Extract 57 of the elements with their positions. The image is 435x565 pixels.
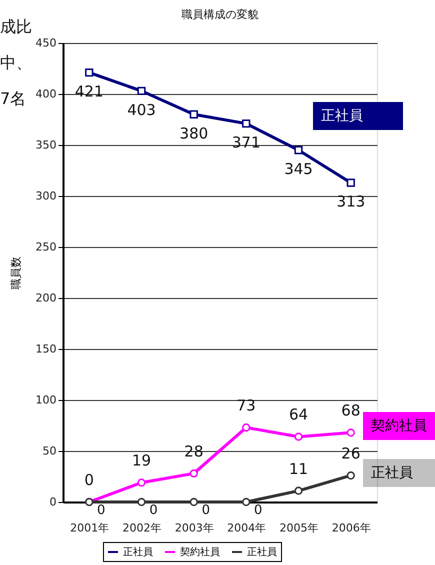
- text: 中、: [0, 53, 32, 72]
- y-tick-label: 400: [36, 88, 56, 100]
- point: [242, 119, 250, 128]
- data-label: 73: [236, 396, 256, 415]
- chart-title: 職員構成の変貌: [182, 8, 258, 21]
- data-label: 68: [341, 402, 360, 420]
- data-label: 403: [127, 100, 156, 119]
- data-label: 0: [84, 471, 94, 489]
- data-label: 0: [202, 503, 210, 518]
- legend-label: 契約社員: [180, 546, 220, 558]
- point: [137, 478, 146, 487]
- annotation: 正社員: [321, 108, 363, 124]
- point: [137, 498, 146, 506]
- point: [346, 471, 355, 480]
- point: [294, 432, 303, 441]
- x-tick-label: 2005年: [280, 522, 318, 534]
- y-tick-label: 250: [36, 240, 56, 254]
- point: [242, 498, 250, 506]
- point: [346, 428, 355, 437]
- data-label: 0: [149, 503, 158, 518]
- x-tick-label: 2004年: [227, 522, 266, 534]
- point: [190, 110, 198, 119]
- point: [294, 146, 303, 154]
- y-tick-label: 350: [36, 138, 56, 152]
- text: 7名: [0, 89, 26, 108]
- y-tick-label: 300: [36, 190, 56, 202]
- data-label: 380: [180, 124, 208, 142]
- point: [294, 486, 303, 495]
- point: [137, 86, 146, 96]
- data-label: 313: [336, 192, 366, 211]
- data-label: 19: [132, 452, 152, 470]
- data-label: 0: [254, 503, 262, 518]
- y-tick-label: 0: [50, 496, 56, 508]
- legend-label: 正社員: [123, 546, 153, 558]
- y-tick-label: 450: [36, 36, 56, 50]
- point: [190, 469, 198, 478]
- x-tick-label: 2006年: [332, 522, 371, 534]
- y-tick-label: 100: [36, 394, 56, 406]
- x-tick-label: 2003年: [174, 522, 214, 534]
- point: [190, 498, 198, 506]
- x-tick-label: 2002年: [122, 522, 162, 534]
- annotation: 契約社員: [371, 418, 427, 434]
- y-tick-label: 150: [36, 342, 56, 356]
- data-label: 11: [288, 460, 308, 478]
- data-label: 64: [288, 406, 308, 424]
- legend-label: 正社員: [247, 546, 277, 558]
- annotation: 正社員: [371, 465, 413, 481]
- x-tick-label: 2001年: [70, 522, 110, 534]
- point: [346, 178, 355, 187]
- point: [85, 68, 94, 77]
- text: 成比: [0, 17, 32, 36]
- y-tick-label: 200: [36, 292, 56, 304]
- data-label: 345: [284, 160, 313, 178]
- data-label: 0: [97, 503, 106, 518]
- y-axis-title: 職員数: [10, 256, 23, 290]
- point: [242, 423, 250, 432]
- y-tick-label: 50: [42, 444, 56, 458]
